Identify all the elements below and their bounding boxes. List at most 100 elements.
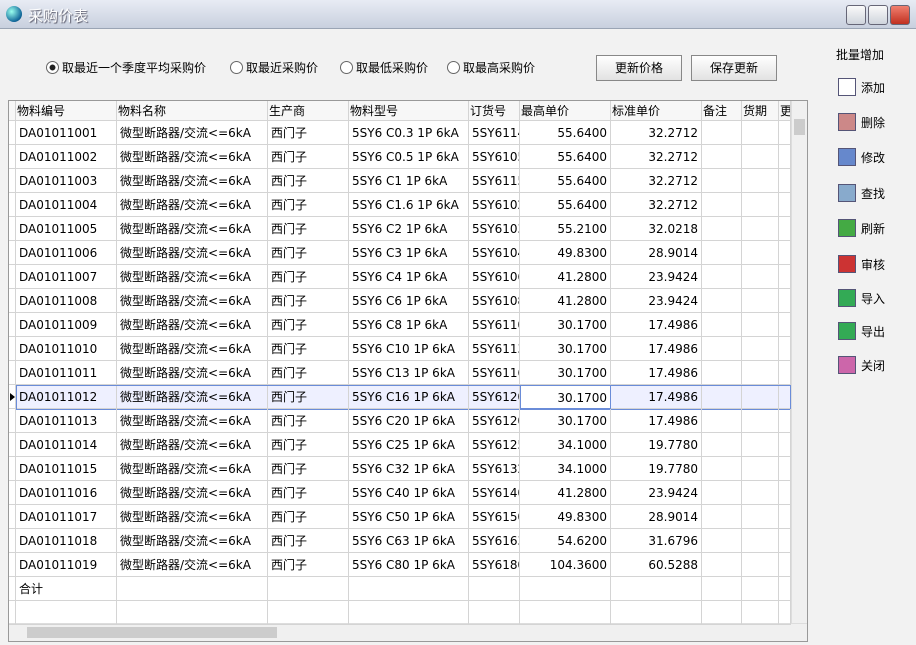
- table-cell[interactable]: [702, 433, 742, 457]
- column-header[interactable]: 最高单价: [520, 101, 611, 121]
- row-indicator[interactable]: [9, 481, 16, 505]
- table-cell[interactable]: [742, 121, 779, 145]
- table-cell[interactable]: 5SY6132: [469, 457, 520, 481]
- table-cell[interactable]: 32.2712: [611, 193, 702, 217]
- table-cell[interactable]: [702, 529, 742, 553]
- row-indicator[interactable]: [9, 361, 16, 385]
- row-indicator[interactable]: [9, 553, 16, 577]
- row-indicator[interactable]: [9, 145, 16, 169]
- table-cell[interactable]: [742, 385, 779, 409]
- table-cell[interactable]: [779, 385, 791, 409]
- table-cell[interactable]: 32.0218: [611, 217, 702, 241]
- table-cell[interactable]: 西门子: [268, 457, 349, 481]
- table-cell[interactable]: 5SY6 C50 1P 6kA: [349, 505, 469, 529]
- table-cell[interactable]: 5SY6 C1 1P 6kA: [349, 169, 469, 193]
- radio[interactable]: [340, 61, 353, 74]
- table-cell[interactable]: [702, 217, 742, 241]
- maximize-button[interactable]: [868, 5, 888, 25]
- table-cell[interactable]: 微型断路器/交流<=6kA: [117, 481, 268, 505]
- table-cell[interactable]: [742, 217, 779, 241]
- table-cell[interactable]: 23.9424: [611, 265, 702, 289]
- table-cell[interactable]: [742, 265, 779, 289]
- table-cell[interactable]: 17.4986: [611, 385, 702, 409]
- table-cell[interactable]: DA01011013: [16, 409, 117, 433]
- row-indicator[interactable]: [9, 457, 16, 481]
- table-cell[interactable]: 49.8300: [520, 241, 611, 265]
- table-cell[interactable]: 5SY6125: [469, 433, 520, 457]
- table-cell[interactable]: [702, 361, 742, 385]
- row-indicator[interactable]: [9, 193, 16, 217]
- table-cell[interactable]: 5SY6108: [469, 289, 520, 313]
- table-cell[interactable]: DA01011011: [16, 361, 117, 385]
- row-indicator[interactable]: [9, 289, 16, 313]
- table-cell[interactable]: 微型断路器/交流<=6kA: [117, 217, 268, 241]
- radio-label[interactable]: 取最高采购价: [463, 61, 536, 75]
- table-cell[interactable]: 5SY6163: [469, 529, 520, 553]
- table-cell[interactable]: [702, 385, 742, 409]
- table-cell[interactable]: 5SY6 C3 1P 6kA: [349, 241, 469, 265]
- table-cell[interactable]: 微型断路器/交流<=6kA: [117, 241, 268, 265]
- table-cell[interactable]: 微型断路器/交流<=6kA: [117, 529, 268, 553]
- table-cell[interactable]: 微型断路器/交流<=6kA: [117, 505, 268, 529]
- sidebar-icon[interactable]: [838, 356, 856, 374]
- table-cell[interactable]: 微型断路器/交流<=6kA: [117, 289, 268, 313]
- table-cell[interactable]: 微型断路器/交流<=6kA: [117, 193, 268, 217]
- table-cell[interactable]: 19.7780: [611, 457, 702, 481]
- sidebar-button[interactable]: 刷新: [861, 222, 886, 236]
- row-indicator[interactable]: [9, 169, 16, 193]
- table-cell[interactable]: 49.8300: [520, 505, 611, 529]
- table-cell[interactable]: 41.2800: [520, 265, 611, 289]
- table-cell[interactable]: [779, 193, 791, 217]
- table-cell[interactable]: 西门子: [268, 409, 349, 433]
- table-cell[interactable]: 5SY6104: [469, 241, 520, 265]
- column-header[interactable]: 生产商: [268, 101, 349, 121]
- table-cell[interactable]: [702, 241, 742, 265]
- table-cell[interactable]: DA01011010: [16, 337, 117, 361]
- table-cell[interactable]: 5SY6105: [469, 145, 520, 169]
- table-cell[interactable]: [779, 457, 791, 481]
- table-cell[interactable]: 17.4986: [611, 361, 702, 385]
- table-cell[interactable]: 32.2712: [611, 121, 702, 145]
- table-cell[interactable]: 5SY6110: [469, 313, 520, 337]
- sidebar-button[interactable]: 关闭: [861, 359, 886, 373]
- table-cell[interactable]: 微型断路器/交流<=6kA: [117, 265, 268, 289]
- row-indicator[interactable]: [9, 121, 16, 145]
- table-cell[interactable]: 30.1700: [520, 313, 611, 337]
- table-cell[interactable]: 17.4986: [611, 409, 702, 433]
- table-cell[interactable]: 微型断路器/交流<=6kA: [117, 337, 268, 361]
- table-cell[interactable]: 28.9014: [611, 241, 702, 265]
- table-cell[interactable]: 5SY6106: [469, 265, 520, 289]
- table-cell[interactable]: [742, 481, 779, 505]
- table-cell[interactable]: 5SY6 C40 1P 6kA: [349, 481, 469, 505]
- radio-label[interactable]: 取最低采购价: [356, 61, 429, 75]
- table-cell[interactable]: 5SY6 C25 1P 6kA: [349, 433, 469, 457]
- minimize-button[interactable]: [846, 5, 866, 25]
- table-cell[interactable]: [702, 409, 742, 433]
- table-cell[interactable]: [742, 337, 779, 361]
- table-cell[interactable]: 西门子: [268, 265, 349, 289]
- table-cell[interactable]: [742, 361, 779, 385]
- table-cell[interactable]: 5SY6 C80 1P 6kA: [349, 553, 469, 577]
- table-cell[interactable]: [742, 241, 779, 265]
- data-grid[interactable]: 物料编号 物料名称 生产商 物料型号 订货号 最高单价 标准单价 备注 货期更 DA0101100…: [8, 100, 808, 642]
- table-cell[interactable]: 32.2712: [611, 145, 702, 169]
- row-indicator[interactable]: [9, 265, 16, 289]
- sidebar-icon[interactable]: [838, 148, 856, 166]
- table-cell[interactable]: [702, 145, 742, 169]
- table-cell[interactable]: 5SY6 C13 1P 6kA: [349, 361, 469, 385]
- table-cell[interactable]: [702, 457, 742, 481]
- table-cell[interactable]: DA01011008: [16, 289, 117, 313]
- table-cell[interactable]: [702, 553, 742, 577]
- table-cell[interactable]: [779, 313, 791, 337]
- table-cell[interactable]: DA01011004: [16, 193, 117, 217]
- sidebar-button[interactable]: 导入: [861, 292, 886, 306]
- vertical-scrollbar[interactable]: [791, 101, 807, 623]
- table-cell[interactable]: [779, 289, 791, 313]
- table-cell[interactable]: DA01011001: [16, 121, 117, 145]
- table-cell[interactable]: [779, 265, 791, 289]
- sidebar-icon[interactable]: [838, 113, 856, 131]
- table-cell[interactable]: 5SY6120: [469, 409, 520, 433]
- table-cell[interactable]: [702, 121, 742, 145]
- sidebar-button[interactable]: 审核: [861, 258, 886, 272]
- table-cell[interactable]: 西门子: [268, 289, 349, 313]
